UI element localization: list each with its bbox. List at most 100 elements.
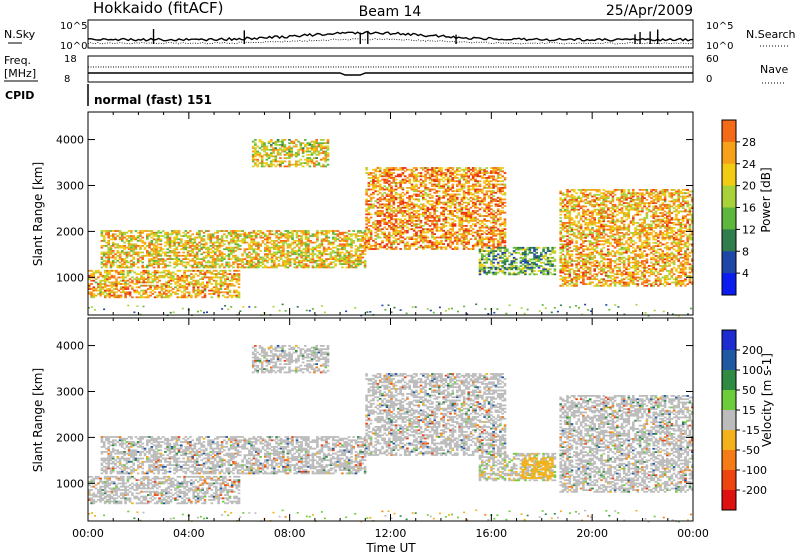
power-cell — [343, 259, 346, 262]
power-cell — [148, 253, 151, 256]
power-cell — [354, 253, 358, 256]
power-cell — [561, 276, 565, 279]
power-cell — [397, 201, 400, 204]
power-cell — [458, 225, 461, 227]
power-cell — [122, 289, 125, 292]
power-cell — [540, 270, 543, 272]
power-cell — [487, 172, 491, 174]
power-cell — [485, 260, 489, 262]
power-cell — [313, 140, 316, 143]
power-cell — [207, 233, 210, 236]
power-cell — [313, 165, 316, 168]
power-cell — [209, 264, 213, 267]
power-cell — [94, 278, 98, 280]
power-cell — [570, 233, 574, 236]
power-cell — [336, 233, 340, 236]
power-cell — [191, 243, 194, 246]
power-cell — [437, 173, 441, 176]
power-cell — [139, 233, 142, 236]
power-cell — [170, 250, 174, 252]
power-cell — [406, 187, 409, 189]
power-cell — [467, 241, 470, 244]
power-cell — [164, 231, 167, 234]
power-cell — [415, 215, 418, 217]
power-cell — [563, 268, 567, 271]
power-cell — [431, 188, 434, 191]
power-cell — [433, 191, 436, 194]
power-cell — [361, 231, 365, 234]
power-cell — [419, 225, 423, 227]
power-cell — [510, 260, 514, 262]
power-cell — [185, 279, 189, 282]
power-cell — [549, 256, 552, 259]
power-cell — [341, 231, 344, 234]
power-cell — [220, 254, 224, 257]
power-cell — [202, 238, 206, 241]
power-cell — [295, 235, 299, 237]
power-cell — [471, 228, 475, 231]
power-cell — [167, 289, 170, 292]
power-cell — [469, 168, 473, 171]
power-cell — [412, 187, 416, 189]
power-cell — [235, 296, 239, 299]
power-cell — [515, 261, 518, 264]
power-cell — [566, 241, 569, 244]
power-cell — [211, 256, 215, 259]
power-cell — [178, 278, 182, 280]
noise-tick-right-bottom: 10^0 — [706, 41, 733, 52]
power-cell — [508, 266, 511, 269]
power-cell — [528, 268, 532, 271]
power-cell — [408, 248, 411, 250]
power-cell — [219, 283, 223, 285]
power-cell — [476, 195, 480, 197]
power-cell — [422, 203, 425, 206]
power-cell — [471, 168, 475, 171]
power-cell — [406, 231, 409, 234]
power-cell — [433, 178, 436, 181]
power-cell — [422, 182, 425, 184]
power-cell — [415, 233, 418, 235]
power-cell — [192, 269, 195, 272]
power-cell — [274, 160, 278, 163]
power-cell — [385, 210, 389, 212]
power-cell — [126, 274, 130, 277]
power-cell — [442, 213, 445, 216]
power-cell — [248, 259, 251, 262]
power-cell — [444, 231, 448, 234]
power-cell — [327, 230, 331, 232]
power-cell — [561, 236, 565, 239]
power-cell — [182, 258, 185, 260]
power-cell — [184, 264, 188, 267]
power-cell — [428, 203, 432, 206]
power-cell — [190, 269, 193, 272]
power-cell — [485, 177, 489, 179]
power-cell — [229, 258, 233, 260]
power-cell — [170, 240, 174, 242]
power-cell — [408, 216, 411, 219]
power-cell — [111, 256, 115, 259]
power-cell — [401, 167, 405, 169]
power-cell — [121, 238, 124, 241]
power-cell — [483, 172, 486, 174]
power-cell — [501, 175, 504, 178]
power-cell — [147, 294, 150, 297]
power-cell — [566, 192, 569, 195]
power-cell — [462, 239, 466, 242]
power-cell — [164, 241, 167, 244]
power-cell — [234, 241, 238, 244]
power-cell — [422, 215, 425, 217]
power-cell — [388, 238, 391, 240]
power-cell — [116, 254, 120, 257]
power-cell — [88, 278, 91, 280]
power-cell — [224, 291, 227, 294]
power-cell — [460, 187, 464, 189]
power-cell — [417, 223, 421, 226]
power-cell — [467, 228, 470, 231]
power-cell — [248, 251, 251, 254]
power-cell — [570, 195, 574, 198]
power-cell — [503, 183, 507, 186]
power-cell — [260, 158, 264, 161]
power-cell — [483, 195, 486, 197]
power-cell — [440, 211, 443, 214]
power-cell — [161, 251, 165, 254]
